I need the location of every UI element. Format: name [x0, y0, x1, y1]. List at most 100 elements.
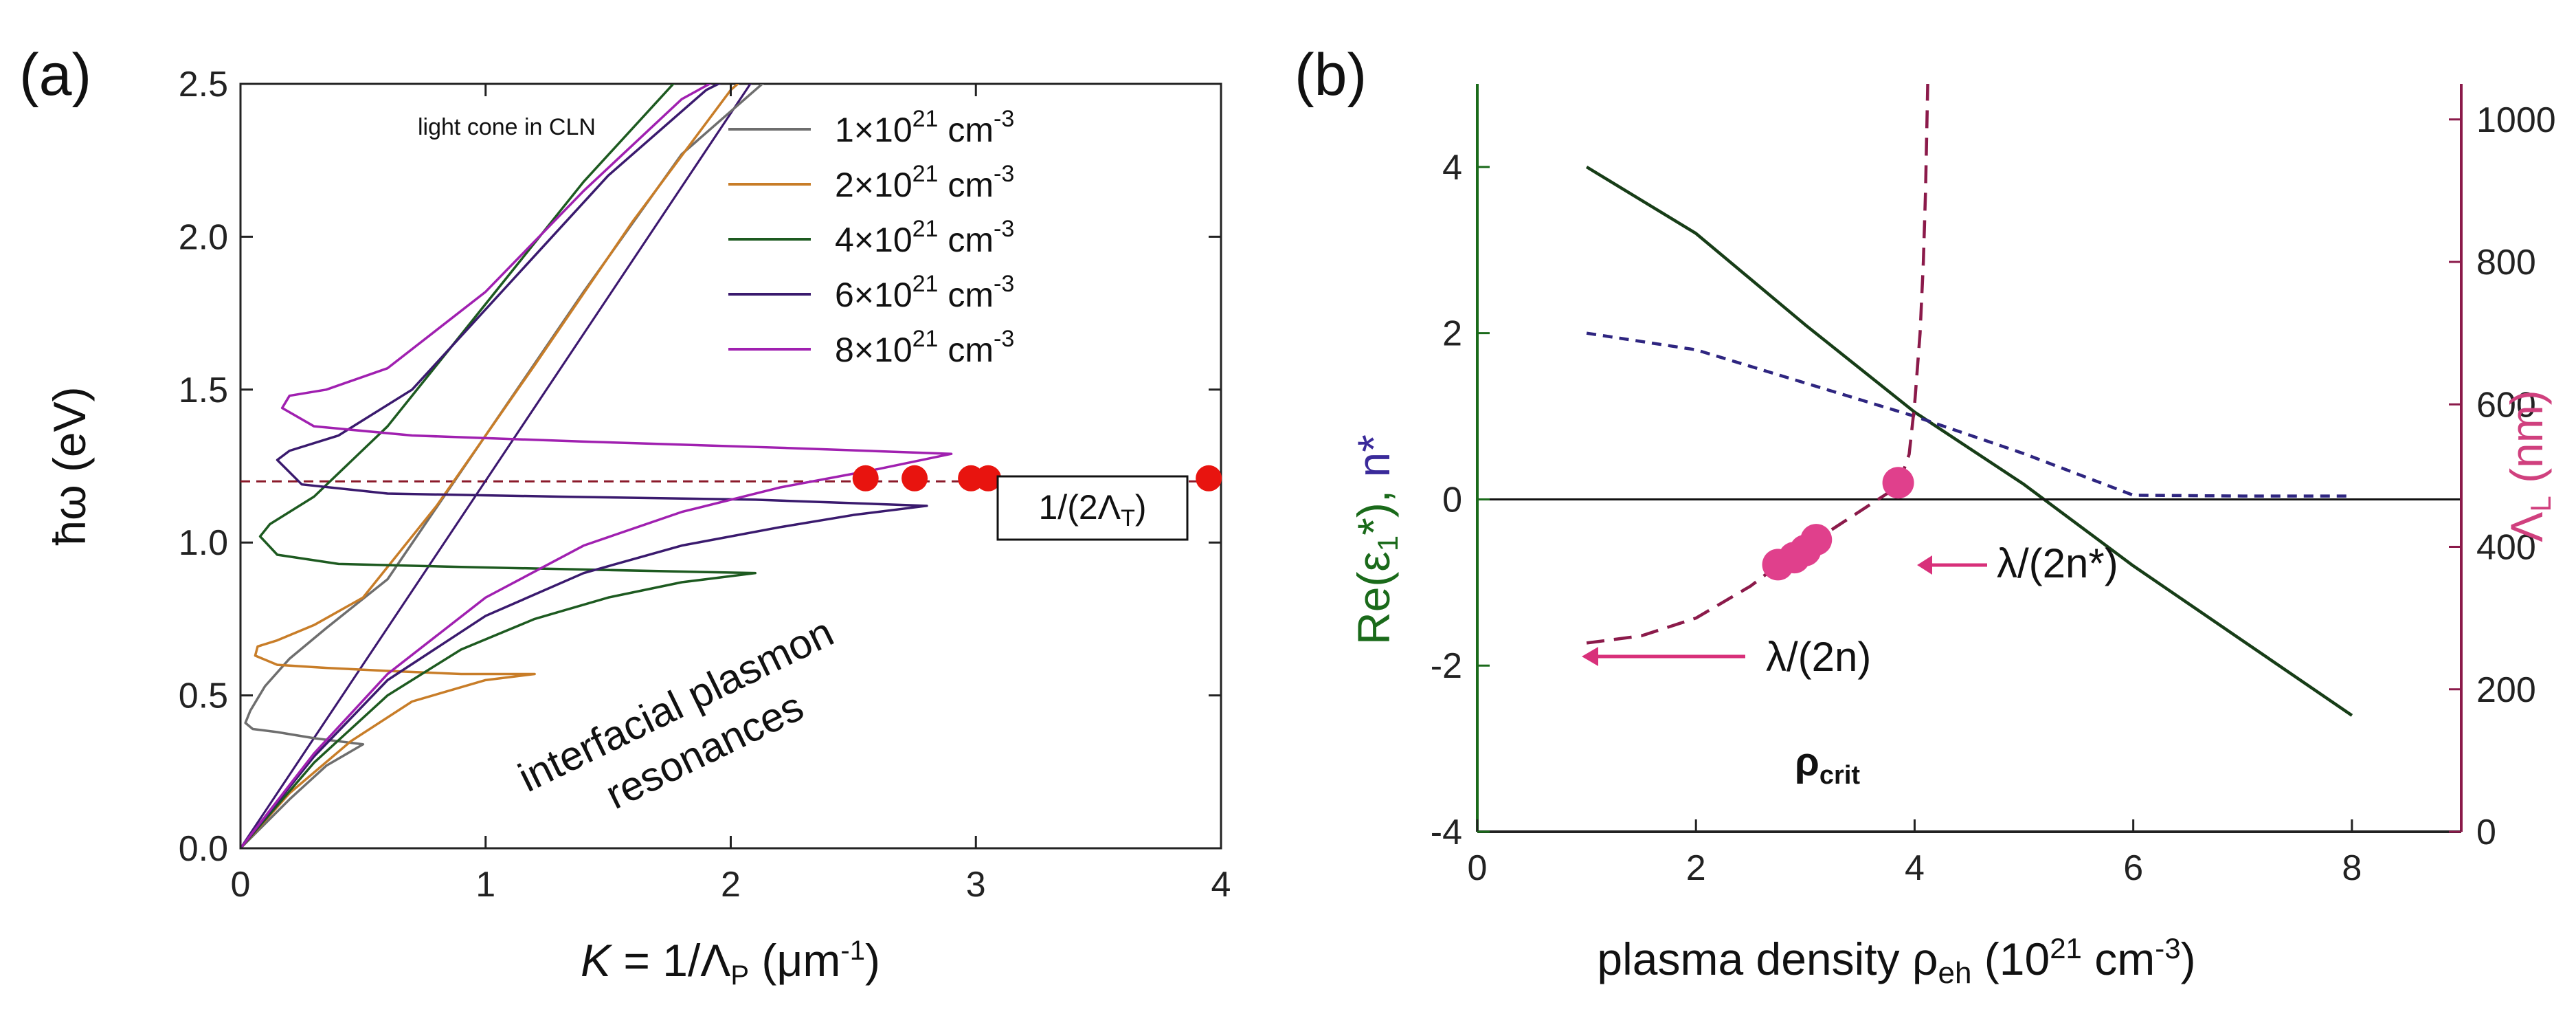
panel-a-xlabel-sup: -1 [840, 936, 865, 966]
panel-b-ylabel-left: Re(ε1*), n* [1348, 434, 1404, 645]
b-ytick-right-label-3: 600 [2476, 385, 2536, 425]
a-ytick-label-0: 0.0 [179, 829, 228, 869]
rho-crit-main: ρ [1795, 740, 1819, 784]
series-line-2 [240, 84, 740, 848]
lambda-t-box-frame [996, 475, 1189, 541]
panel-b-ylabel-left-n: n* [1348, 434, 1399, 477]
panel-a-xlabel-k: K [581, 935, 613, 986]
legend-label-part: 21 [912, 216, 939, 242]
annot-n-arrowhead [1582, 647, 1598, 666]
panel-b-xlabel-main: plasma density ρ [1597, 934, 1938, 984]
rho-crit-label: ρcrit [1795, 740, 1860, 790]
panel-a-xlabel-close: ) [865, 935, 880, 986]
legend-label-part: 8×10 [835, 331, 912, 369]
panel-a-xlabel-unit: (μm [749, 935, 840, 986]
legend-label-part: cm [938, 166, 994, 204]
b-ytick-left-label-0: -4 [1431, 813, 1462, 852]
panel-a-label: (a) [19, 42, 91, 108]
panel-a-ylabel: ħω (eV) [44, 386, 95, 545]
legend-label-part: cm [938, 221, 994, 259]
interfacial-plasmon-label: interfacial plasmon resonances [511, 604, 874, 849]
a-ytick-label-3: 1.5 [179, 371, 228, 410]
series-line-3 [240, 84, 757, 848]
red-point-1 [901, 465, 928, 492]
red-point-3 [975, 465, 1002, 492]
annot-n-star-arrowhead [1917, 555, 1932, 575]
legend-label-part: 4×10 [835, 221, 912, 259]
legend-label-1: 1×1021 cm-3 [835, 106, 1014, 149]
annot-n-label: λ/(2n) [1766, 634, 1871, 680]
panel-b-ylabel-right-sub: L [2524, 496, 2557, 511]
b-series-line-3 [1586, 84, 1929, 645]
annot-n-star: λ/(2n*) [1917, 540, 2118, 586]
legend-label-part: cm [938, 276, 994, 314]
panel-a-yticks: 0.0 0.5 1.0 1.5 2.0 2.5 [179, 65, 1221, 869]
legend-label-part: 2×10 [835, 166, 912, 204]
b-xtick-label-0: 0 [1468, 848, 1488, 888]
a-xtick-label-2: 2 [721, 865, 741, 905]
legend-label-part: 21 [912, 106, 939, 132]
b-series-line-0 [1585, 165, 2353, 717]
a-ytick-label-2: 1.0 [179, 523, 228, 563]
panel-b-ylabel-left-sub: 1 [1371, 535, 1404, 551]
panel-b-xlabel-sup: 21 [2050, 932, 2082, 964]
lambda-t-box-close: ) [1135, 488, 1147, 527]
b-ytick-left-label-3: 2 [1442, 314, 1462, 354]
lambda-t-box-label: 1/(2ΛT) [1039, 488, 1147, 531]
panel-a-plot-area [239, 82, 1222, 850]
panel-a: (a) 0.0 0.5 1.0 1.5 2.0 2.5 0 1 2 3 4 ħω (eV) K =… [19, 42, 1231, 991]
legend-label-part: -3 [994, 106, 1014, 132]
b-xtick-label-3: 6 [2123, 848, 2143, 888]
b-ytick-right-label-1: 200 [2476, 670, 2536, 710]
b-ytick-left-label-4: 4 [1442, 148, 1462, 188]
panel-b-xlabel: plasma density ρeh (1021 cm-3) [1597, 932, 2195, 990]
legend-label-2: 2×1021 cm-3 [835, 161, 1014, 204]
pink-point-4 [1882, 467, 1914, 499]
b-ytick-right-label-0: 0 [2476, 813, 2496, 852]
series-line-5 [240, 84, 953, 848]
annot-n-star-label: λ/(2n*) [1997, 540, 2118, 586]
panel-a-xticks: 0 1 2 3 4 [231, 84, 1231, 905]
panel-a-xlabel: K = 1/ΛP (μm-1) [581, 935, 880, 991]
panel-b-ylabel-left-main: Re(ε [1348, 551, 1399, 645]
legend-label-part: 21 [912, 271, 939, 297]
panel-a-lines [240, 84, 1221, 848]
panel-b-ylabel-right: ΛL (nm) [2501, 390, 2557, 542]
b-series-line-1 [1586, 331, 2352, 498]
legend-label-part: 1×10 [835, 111, 912, 149]
panel-b-xlabel-tail: cm [2082, 934, 2155, 984]
panel-b-xlabel-sup2: -3 [2155, 932, 2180, 964]
light-cone-label: light cone in CLN [418, 114, 596, 140]
a-xtick-label-4: 4 [1211, 865, 1231, 905]
series-line-4 [240, 84, 928, 848]
red-point-0 [852, 465, 879, 492]
pink-point-3 [1800, 524, 1833, 556]
b-ytick-right-label-4: 800 [2476, 243, 2536, 283]
legend-label-part: 21 [912, 326, 939, 352]
b-xtick-label-4: 8 [2342, 848, 2362, 888]
a-xtick-label-0: 0 [231, 865, 251, 905]
a-xtick-label-1: 1 [475, 865, 495, 905]
a-ytick-label-1: 0.5 [179, 676, 228, 716]
legend-label-part: cm [938, 111, 994, 149]
legend-label-part: 21 [912, 161, 939, 187]
lambda-t-box-main: 1/(2Λ [1039, 488, 1121, 527]
panel-a-legend: 1×1021 cm-32×1021 cm-34×1021 cm-36×1021 … [728, 106, 1014, 369]
legend-label-part: -3 [994, 216, 1014, 242]
a-xtick-label-3: 3 [966, 865, 986, 905]
b-ytick-left-label-1: -2 [1431, 646, 1462, 686]
a-ytick-label-4: 2.0 [179, 217, 228, 257]
legend-label-part: -3 [994, 271, 1014, 297]
b-ytick-right-label-5: 1000 [2476, 100, 2556, 140]
panel-b-plot-area [1477, 84, 2461, 717]
lambda-t-box: 1/(2ΛT) [996, 475, 1189, 541]
panel-b-ylabel-right-main: Λ [2501, 512, 2552, 542]
b-xtick-label-1: 2 [1686, 848, 1706, 888]
legend-label-part: -3 [994, 161, 1014, 187]
panel-b-ylabel-left-tail: *), [1348, 477, 1399, 535]
panel-b-label: (b) [1295, 42, 1367, 108]
panel-b-xlabel-sub: eh [1938, 956, 1972, 990]
panel-b: (b) 0 2 4 6 8 -4 -2 0 2 4 0 200 400 600 800 1000 Re(ε1*… [1295, 42, 2557, 990]
rho-crit-sub: crit [1819, 761, 1860, 790]
